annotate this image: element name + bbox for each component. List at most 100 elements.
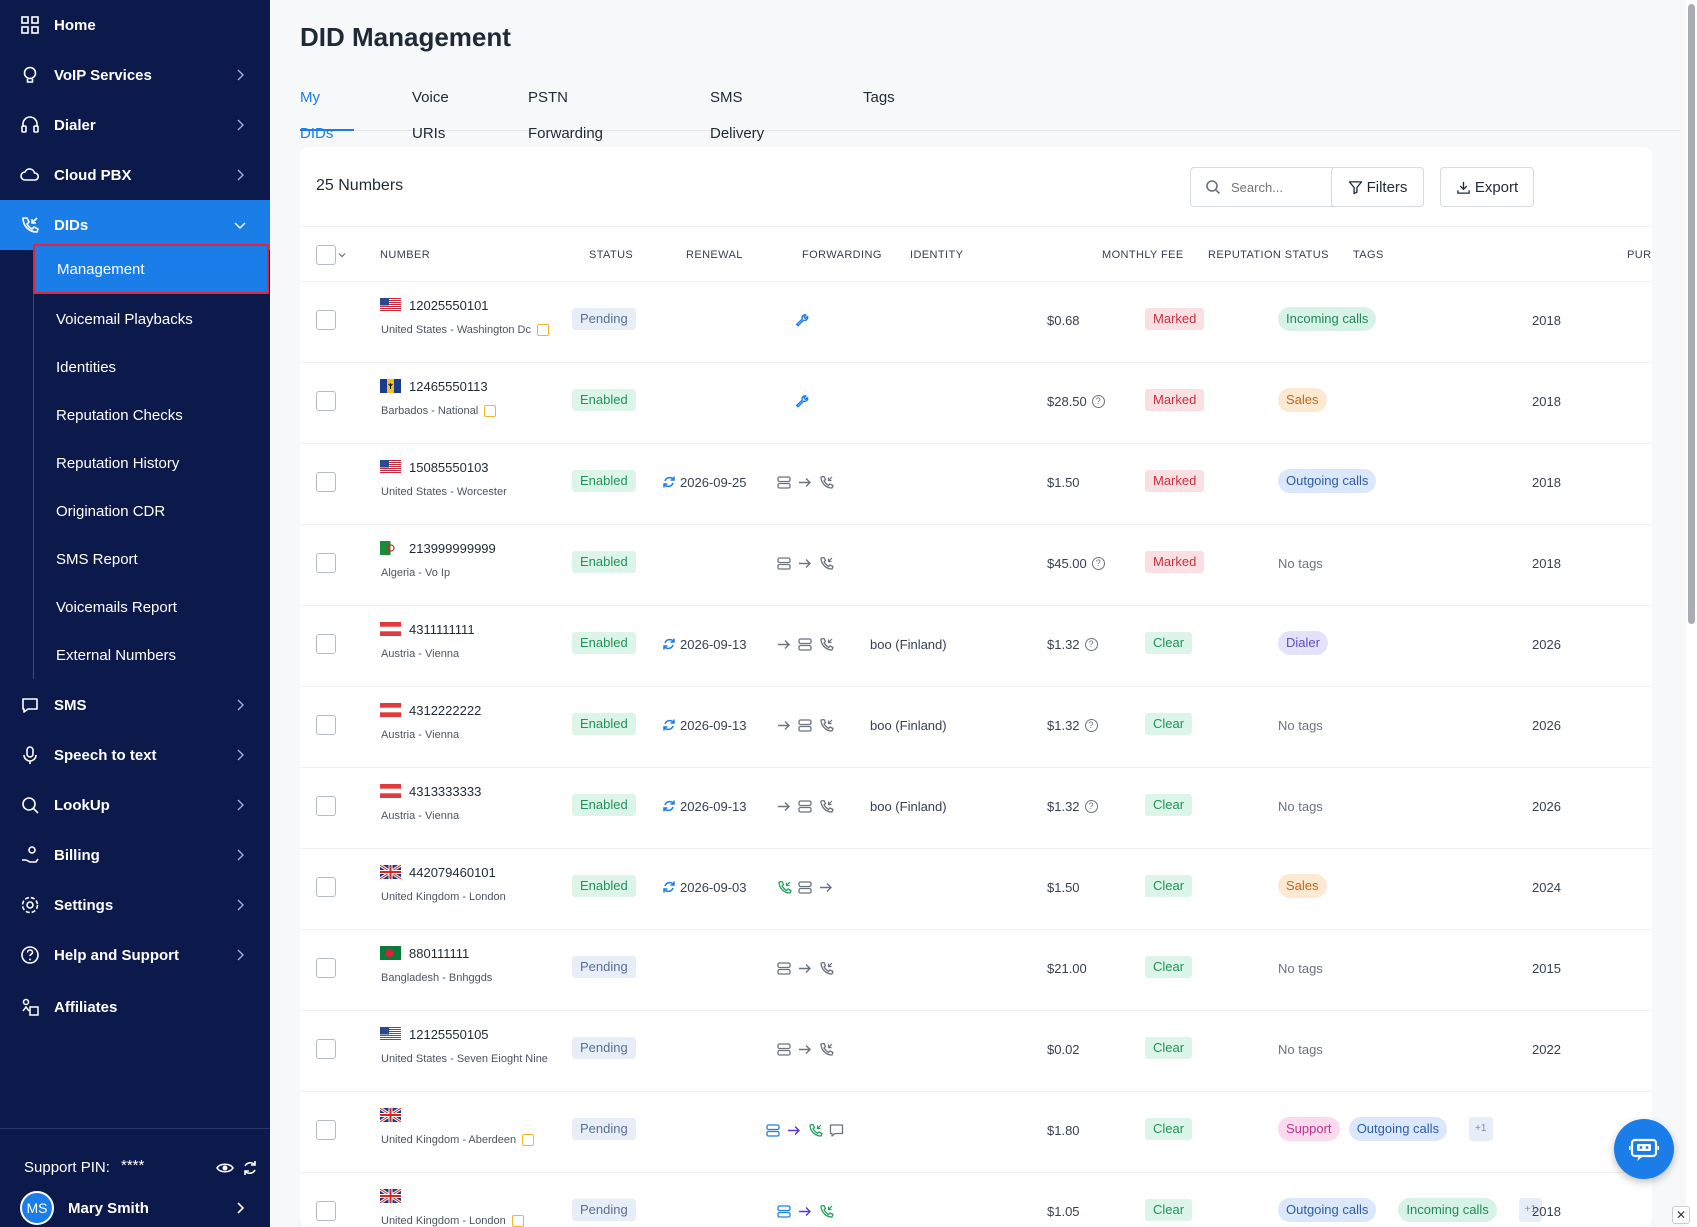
did-number[interactable]: 4312222222 bbox=[409, 702, 482, 718]
did-number[interactable]: 213999999999 bbox=[409, 540, 496, 556]
submenu-item-management[interactable]: Management bbox=[33, 244, 269, 294]
row-checkbox[interactable] bbox=[316, 390, 336, 411]
eye-icon[interactable] bbox=[216, 1159, 234, 1177]
row-checkbox[interactable] bbox=[316, 795, 336, 816]
submenu-item-origination-cdr[interactable]: Origination CDR bbox=[56, 502, 166, 520]
column-header-status[interactable]: STATUS bbox=[589, 249, 634, 261]
forwarding-icons[interactable] bbox=[777, 880, 836, 895]
column-header-identity[interactable]: IDENTITY bbox=[910, 249, 964, 261]
submenu-item-sms-report[interactable]: SMS Report bbox=[56, 550, 138, 568]
sidebar-item-help-and-support[interactable]: Help and Support bbox=[0, 930, 270, 980]
row-checkbox[interactable] bbox=[316, 471, 336, 492]
tag-chip[interactable]: Sales bbox=[1278, 387, 1327, 412]
table-row[interactable]: 442079460101 United Kingdom - London Enabl… bbox=[300, 849, 1652, 930]
sidebar-item-cloud-pbx[interactable]: Cloud PBX bbox=[0, 150, 270, 200]
submenu-item-reputation-history[interactable]: Reputation History bbox=[56, 454, 180, 472]
column-header-tags[interactable]: TAGS bbox=[1353, 249, 1384, 261]
tab-sms-delivery[interactable]: SMS Delivery bbox=[710, 89, 765, 142]
sidebar-item-billing[interactable]: Billing bbox=[0, 830, 270, 880]
sidebar-item-settings[interactable]: Settings bbox=[0, 880, 270, 930]
sidebar-item-speech-to-text[interactable]: Speech to text bbox=[0, 730, 270, 780]
row-checkbox[interactable] bbox=[316, 876, 336, 897]
tag-chip[interactable]: Incoming calls bbox=[1278, 306, 1377, 331]
forwarding-icons[interactable] bbox=[777, 556, 836, 571]
row-checkbox[interactable] bbox=[316, 1200, 336, 1221]
table-row[interactable]: 12025550101 United States - Washington Dc… bbox=[300, 282, 1652, 363]
table-row[interactable]: 12125550105 United States - Seven Eioght … bbox=[300, 1011, 1652, 1092]
table-row[interactable]: 4312222222 Austria - Vienna Enabled 2026-09… bbox=[300, 687, 1652, 768]
column-header-number[interactable]: NUMBER bbox=[380, 249, 431, 261]
chat-button[interactable] bbox=[1614, 1119, 1674, 1179]
forwarding-icons[interactable] bbox=[777, 475, 836, 490]
submenu-item-voicemail-playbacks[interactable]: Voicemail Playbacks bbox=[56, 310, 193, 328]
did-number[interactable]: 442079460101 bbox=[409, 864, 496, 880]
column-header-monthly-fee[interactable]: MONTHLY FEE bbox=[1102, 249, 1184, 261]
column-header-renewal[interactable]: RENEWAL bbox=[686, 249, 743, 261]
table-row[interactable]: 4311111111 Austria - Vienna Enabled 2026-09… bbox=[300, 606, 1652, 687]
help-icon[interactable]: ? bbox=[1091, 394, 1105, 408]
forwarding-icons[interactable] bbox=[795, 313, 812, 328]
row-checkbox[interactable] bbox=[316, 714, 336, 735]
refresh-icon[interactable] bbox=[241, 1159, 259, 1177]
table-row[interactable]: 4313333333 Austria - Vienna Enabled 2026-09… bbox=[300, 768, 1652, 849]
note-icon[interactable] bbox=[511, 1214, 524, 1227]
forwarding-icons[interactable] bbox=[777, 1204, 836, 1219]
did-number[interactable]: 4311111111 bbox=[409, 621, 475, 637]
row-checkbox[interactable] bbox=[316, 957, 336, 978]
forwarding-icons[interactable] bbox=[777, 799, 836, 814]
forwarding-icons[interactable] bbox=[777, 718, 836, 733]
forwarding-icons[interactable] bbox=[795, 394, 812, 409]
tag-chip[interactable]: Outgoing calls bbox=[1278, 468, 1377, 493]
submenu-item-voicemails-report[interactable]: Voicemails Report bbox=[56, 598, 177, 616]
tag-chip[interactable]: Outgoing calls bbox=[1348, 1116, 1448, 1141]
submenu-item-identities[interactable]: Identities bbox=[56, 358, 117, 376]
sidebar-item-home[interactable]: Home bbox=[0, 0, 270, 50]
row-checkbox[interactable] bbox=[316, 309, 336, 330]
sidebar-item-sms[interactable]: SMS bbox=[0, 680, 270, 730]
more-tags-badge[interactable]: +1 bbox=[1469, 1116, 1493, 1141]
sidebar-item-dialer[interactable]: Dialer bbox=[0, 100, 270, 150]
did-number[interactable]: 4313333333 bbox=[409, 783, 482, 799]
forwarding-icons[interactable] bbox=[777, 1042, 836, 1057]
submenu-item-reputation-checks[interactable]: Reputation Checks bbox=[56, 406, 183, 424]
page-scrollbar[interactable] bbox=[1686, 0, 1697, 1227]
did-number[interactable]: 12465550113 bbox=[409, 378, 488, 394]
tag-chip[interactable]: Incoming calls bbox=[1398, 1197, 1497, 1222]
column-header-forwarding[interactable]: FORWARDING bbox=[802, 249, 882, 261]
help-icon[interactable]: ? bbox=[1084, 718, 1098, 732]
tab-pstn-forwarding[interactable]: PSTN Forwarding bbox=[528, 89, 604, 142]
tab-tags[interactable]: Tags bbox=[863, 89, 895, 106]
select-all-checkbox[interactable] bbox=[316, 245, 336, 265]
forwarding-icons[interactable] bbox=[777, 637, 836, 652]
scrollbar-thumb[interactable] bbox=[1688, 4, 1695, 624]
row-checkbox[interactable] bbox=[316, 1119, 336, 1140]
forwarding-icons[interactable] bbox=[766, 1123, 846, 1138]
sidebar-item-voip-services[interactable]: VoIP Services bbox=[0, 50, 270, 100]
sidebar-item-affiliates[interactable]: Affiliates bbox=[0, 982, 270, 1032]
close-icon[interactable]: ✕ bbox=[1672, 1206, 1690, 1224]
more-tags-badge[interactable]: +1 bbox=[1518, 1197, 1543, 1222]
help-icon[interactable]: ? bbox=[1091, 556, 1105, 570]
tag-chip[interactable]: Support bbox=[1278, 1116, 1340, 1141]
row-checkbox[interactable] bbox=[316, 1038, 336, 1059]
tag-chip[interactable]: Dialer bbox=[1278, 630, 1328, 655]
did-number[interactable]: 12025550101 bbox=[409, 297, 489, 313]
sidebar-item-lookup[interactable]: LookUp bbox=[0, 780, 270, 830]
did-number[interactable]: 15085550103 bbox=[409, 459, 489, 475]
table-row[interactable]: 12465550113 Barbados - National Enabled $28… bbox=[300, 363, 1652, 444]
note-icon[interactable] bbox=[484, 404, 497, 417]
table-row[interactable]: 880111111 Bangladesh - Bnhggds Pending $21.… bbox=[300, 930, 1652, 1011]
sidebar-item-dids[interactable]: DIDs bbox=[0, 200, 270, 250]
filters-button[interactable]: Filters bbox=[1331, 167, 1424, 207]
chevron-down-icon[interactable] bbox=[338, 251, 346, 259]
submenu-item-external-numbers[interactable]: External Numbers bbox=[56, 646, 177, 664]
help-icon[interactable]: ? bbox=[1084, 637, 1098, 651]
did-number[interactable]: 12125550105 bbox=[409, 1026, 489, 1042]
tag-chip[interactable]: Outgoing calls bbox=[1278, 1197, 1377, 1222]
help-icon[interactable]: ? bbox=[1084, 799, 1098, 813]
note-icon[interactable] bbox=[522, 1133, 535, 1146]
user-menu[interactable]: MS Mary Smith bbox=[0, 1189, 270, 1227]
did-number[interactable]: 880111111 bbox=[409, 945, 470, 961]
table-row[interactable]: 15085550103 United States - Worcester Enab… bbox=[300, 444, 1652, 525]
note-icon[interactable] bbox=[537, 323, 549, 336]
